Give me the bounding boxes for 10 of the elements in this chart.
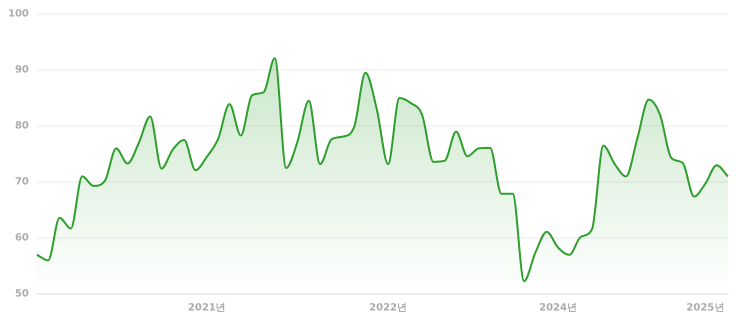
y-tick-label: 70 [14, 176, 29, 188]
x-tick-label: 2021년 [188, 302, 226, 314]
y-tick-label: 60 [14, 232, 29, 244]
x-tick-label: 2024년 [539, 302, 577, 314]
y-tick-label: 80 [14, 120, 29, 132]
y-tick-label: 100 [8, 8, 29, 20]
x-tick-label: 2025년 [686, 302, 724, 314]
x-tick-label: 2022년 [369, 302, 408, 314]
y-tick-label: 50 [14, 288, 29, 300]
y-tick-label: 90 [14, 64, 29, 76]
